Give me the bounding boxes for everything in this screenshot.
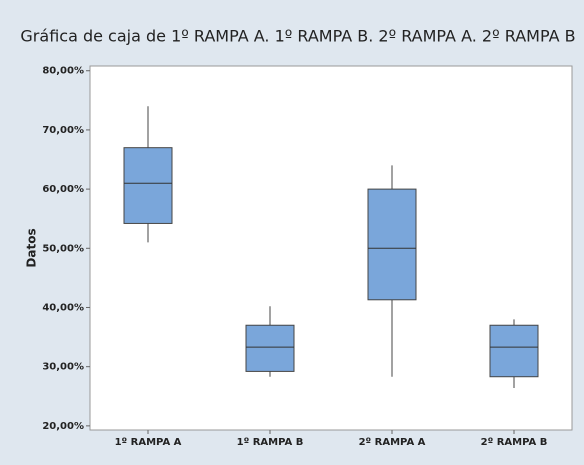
y-axis-label: Datos	[25, 228, 39, 267]
y-tick-label: 20,00%	[42, 421, 84, 432]
y-tick-label: 60,00%	[42, 184, 84, 195]
x-tick-label: 2º RAMPA A	[359, 437, 426, 448]
y-tick-label: 80,00%	[42, 66, 84, 77]
box	[123, 147, 173, 224]
y-tick-label: 70,00%	[42, 125, 84, 136]
x-tick-label: 1º RAMPA A	[115, 437, 182, 448]
box	[489, 324, 539, 378]
y-tick-label: 40,00%	[42, 302, 84, 313]
box	[367, 188, 417, 301]
box	[245, 324, 295, 372]
chart-title: Gráfica de caja de 1º RAMPA A. 1º RAMPA …	[20, 27, 575, 46]
x-tick-label: 1º RAMPA B	[237, 437, 304, 448]
y-tick-label: 50,00%	[42, 243, 84, 254]
y-tick-label: 30,00%	[42, 362, 84, 373]
x-tick-label: 2º RAMPA B	[481, 437, 548, 448]
